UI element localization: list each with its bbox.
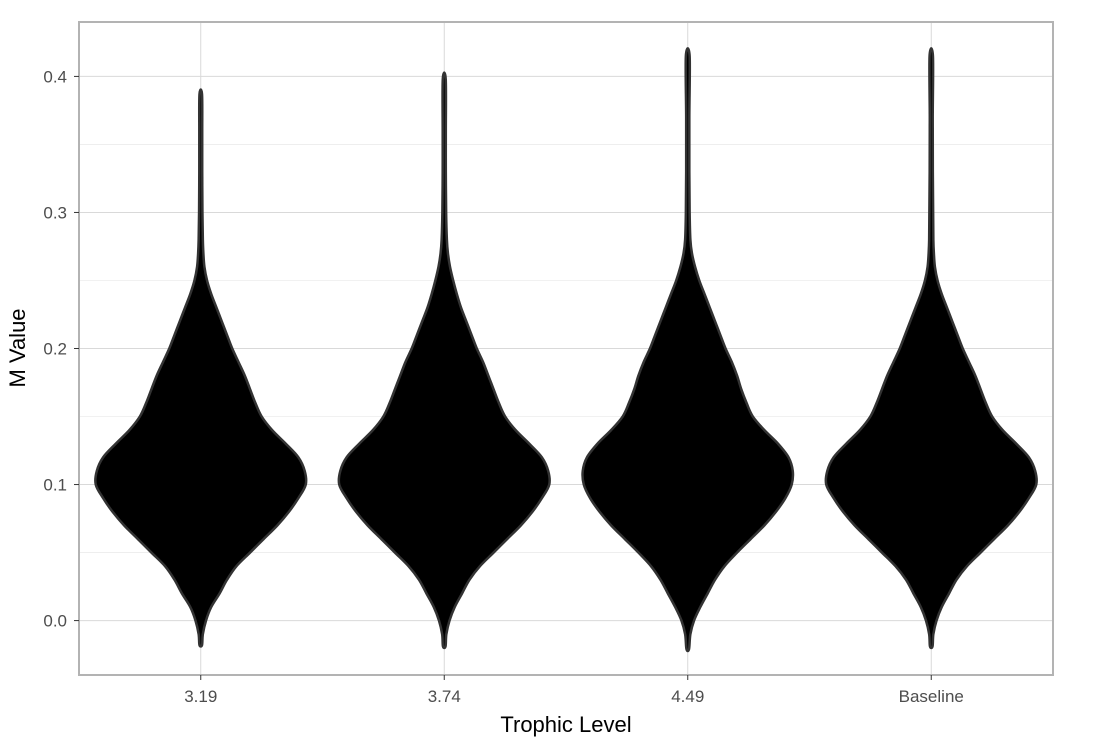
x-tick-label: Baseline: [899, 687, 964, 706]
violin-4.49: [581, 47, 795, 653]
x-axis-title: Trophic Level: [500, 712, 631, 737]
y-tick-label: 0.0: [43, 612, 67, 631]
x-tick-label: 4.49: [671, 687, 704, 706]
y-axis-title: M Value: [5, 308, 30, 387]
y-tick-label: 0.2: [43, 340, 67, 359]
x-tick-label: 3.19: [184, 687, 217, 706]
violins: [94, 47, 1038, 653]
x-axis-ticks: 3.19 3.74 4.49 Baseline: [184, 675, 964, 706]
x-tick-label: 3.74: [428, 687, 461, 706]
y-tick-label: 0.1: [43, 476, 67, 495]
y-tick-label: 0.4: [43, 67, 67, 86]
violin-Baseline: [824, 47, 1038, 650]
y-tick-label: 0.3: [43, 203, 67, 222]
violin-3.19: [94, 88, 308, 648]
y-axis-ticks: 0.0 0.1 0.2 0.3 0.4: [43, 67, 79, 631]
violin-3.74: [337, 71, 551, 650]
